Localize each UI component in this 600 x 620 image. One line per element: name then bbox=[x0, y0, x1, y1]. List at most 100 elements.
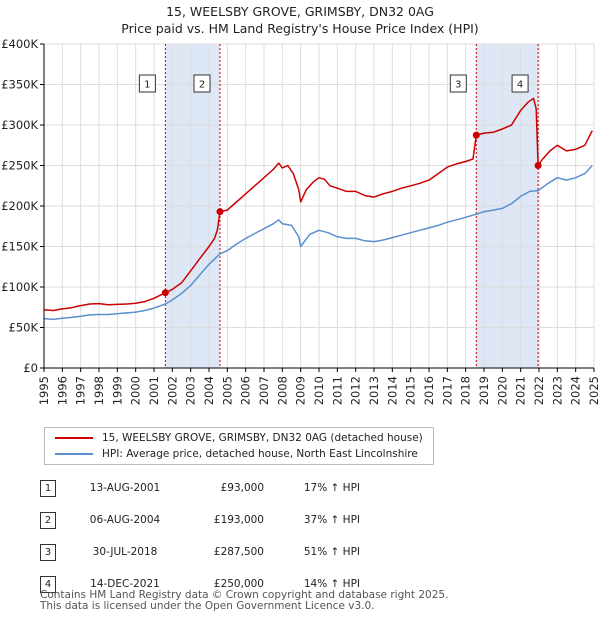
x-tick-label: 2021 bbox=[514, 376, 528, 405]
transaction-price: £250,000 bbox=[213, 578, 264, 590]
x-tick-label: 2004 bbox=[202, 376, 216, 405]
legend-swatch-property bbox=[55, 437, 93, 439]
sale-label-box: 4 bbox=[511, 74, 529, 93]
x-tick-label: 2015 bbox=[404, 376, 418, 405]
transaction-date: 14-DEC-2021 bbox=[90, 578, 160, 590]
x-tick-label: 2018 bbox=[459, 376, 473, 405]
transaction-price: £93,000 bbox=[220, 482, 264, 494]
x-tick-label: 1995 bbox=[37, 376, 51, 405]
table-row: 1 13-AUG-2001 £93,000 17% ↑ HPI bbox=[40, 472, 360, 504]
transaction-date: 13-AUG-2001 bbox=[89, 482, 161, 494]
sale-point bbox=[472, 131, 480, 139]
x-tick-label: 2012 bbox=[349, 376, 363, 405]
x-tick-label: 2008 bbox=[275, 376, 289, 405]
hpi-series-line bbox=[43, 164, 593, 321]
table-row: 2 06-AUG-2004 £193,000 37% ↑ HPI bbox=[40, 504, 360, 536]
price-chart: 1 2 3 4 £0 £50K £100K £150K £200K £250K £300K £350… bbox=[1, 37, 600, 405]
grid-lines bbox=[43, 43, 595, 369]
chart-title: 15, WEELSBY GROVE, GRIMSBY, DN32 0AG Pri… bbox=[0, 3, 600, 37]
table-row: 4 14-DEC-2021 £250,000 14% ↑ HPI bbox=[40, 568, 360, 600]
transaction-price: £193,000 bbox=[213, 514, 264, 526]
y-tick-label: £150K bbox=[1, 240, 38, 254]
sale-label-box-frame bbox=[193, 74, 211, 93]
sale-label-box: 1 bbox=[138, 74, 156, 93]
footer-line1: Contains HM Land Registry data © Crown c… bbox=[40, 589, 449, 601]
chart-title-line2: Price paid vs. HM Land Registry's House … bbox=[121, 21, 479, 36]
sale-point bbox=[161, 289, 169, 297]
y-tick-label: £100K bbox=[1, 280, 38, 294]
y-tick-label: £350K bbox=[1, 78, 38, 92]
legend-label-property: 15, WEELSBY GROVE, GRIMSBY, DN32 0AG (de… bbox=[102, 432, 423, 444]
sale-label-number: 1 bbox=[144, 80, 150, 91]
sale-label-box-frame bbox=[138, 74, 156, 93]
sale-label-boxes: 1 2 3 4 bbox=[138, 74, 529, 93]
legend-item-hpi: HPI: Average price, detached house, Nort… bbox=[55, 446, 418, 462]
sale-label-box-frame bbox=[511, 74, 529, 93]
legend-label-hpi: HPI: Average price, detached house, Nort… bbox=[102, 448, 418, 460]
x-tick-label: 2023 bbox=[550, 376, 564, 405]
x-tick-label: 2016 bbox=[422, 376, 436, 405]
sale-label-box: 3 bbox=[449, 74, 467, 93]
sale-point bbox=[216, 208, 224, 216]
y-tick-label: £400K bbox=[1, 37, 38, 51]
x-tick-label: 2017 bbox=[440, 376, 454, 405]
transaction-number: 3 bbox=[40, 543, 56, 561]
transaction-date: 30-JUL-2018 bbox=[92, 546, 158, 558]
sale-point bbox=[534, 162, 542, 169]
x-tick-label: 1997 bbox=[74, 376, 88, 405]
x-tick-label: 2025 bbox=[587, 376, 600, 405]
x-tick-labels: 1995 1996 1997 1998 1999 2000 2001 2002 2003 2004… bbox=[37, 376, 600, 405]
transaction-date: 06-AUG-2004 bbox=[89, 514, 161, 526]
y-tick-label: £50K bbox=[9, 321, 39, 335]
x-tick-label: 2020 bbox=[495, 376, 509, 405]
y-tick-label: £200K bbox=[1, 199, 38, 213]
y-tick-label: £0 bbox=[23, 361, 38, 375]
transaction-hpi: 17% ↑ HPI bbox=[303, 482, 360, 494]
axes bbox=[40, 43, 595, 372]
series-lines bbox=[43, 97, 593, 321]
x-tick-label: 1996 bbox=[55, 376, 69, 405]
x-tick-label: 1998 bbox=[92, 376, 106, 405]
sale-label-box-frame bbox=[449, 74, 467, 93]
chart-title-line1: 15, WEELSBY GROVE, GRIMSBY, DN32 0AG bbox=[166, 4, 434, 19]
x-tick-label: 1999 bbox=[110, 376, 124, 405]
property-series-line bbox=[43, 97, 593, 312]
legend-swatch-hpi bbox=[55, 453, 93, 455]
y-tick-labels: £0 £50K £100K £150K £200K £250K £300K £350K £400… bbox=[1, 37, 38, 375]
y-tick-label: £300K bbox=[1, 118, 38, 132]
x-tick-label: 2019 bbox=[477, 376, 491, 405]
transactions-table: 1 13-AUG-2001 £93,000 17% ↑ HPI 2 06-AUG… bbox=[40, 472, 360, 600]
sale-label-box: 2 bbox=[193, 74, 211, 93]
sale-marker-lines bbox=[164, 44, 539, 368]
x-tick-label: 2013 bbox=[367, 376, 381, 405]
footer: Contains HM Land Registry data © Crown c… bbox=[40, 590, 448, 612]
transaction-hpi: 14% ↑ HPI bbox=[303, 578, 360, 590]
legend: 15, WEELSBY GROVE, GRIMSBY, DN32 0AG (de… bbox=[44, 427, 434, 465]
x-tick-label: 2000 bbox=[129, 376, 143, 405]
x-tick-label: 2005 bbox=[220, 376, 234, 405]
x-tick-label: 2024 bbox=[569, 376, 583, 405]
x-tick-label: 2003 bbox=[184, 376, 198, 405]
x-tick-label: 2007 bbox=[257, 376, 271, 405]
x-tick-label: 2006 bbox=[239, 376, 253, 405]
transaction-price: £287,500 bbox=[213, 546, 264, 558]
sale-label-number: 2 bbox=[199, 80, 205, 91]
sale-points bbox=[161, 131, 542, 297]
x-tick-label: 2010 bbox=[312, 376, 326, 405]
legend-item-property: 15, WEELSBY GROVE, GRIMSBY, DN32 0AG (de… bbox=[55, 430, 423, 446]
y-tick-label: £250K bbox=[1, 159, 38, 173]
transaction-number: 1 bbox=[40, 479, 56, 497]
sale-label-number: 3 bbox=[455, 80, 461, 91]
transaction-number: 4 bbox=[40, 575, 56, 593]
transaction-hpi: 51% ↑ HPI bbox=[303, 546, 360, 558]
x-tick-label: 2022 bbox=[532, 376, 546, 405]
x-tick-label: 2014 bbox=[385, 376, 399, 405]
x-tick-label: 2009 bbox=[294, 376, 308, 405]
x-tick-label: 2011 bbox=[330, 376, 344, 405]
table-row: 3 30-JUL-2018 £287,500 51% ↑ HPI bbox=[40, 536, 360, 568]
sale-label-number: 4 bbox=[517, 80, 523, 91]
x-tick-label: 2002 bbox=[165, 376, 179, 405]
transaction-number: 2 bbox=[40, 511, 56, 529]
transaction-hpi: 37% ↑ HPI bbox=[303, 514, 360, 526]
footer-line2: This data is licensed under the Open Gov… bbox=[40, 600, 375, 612]
